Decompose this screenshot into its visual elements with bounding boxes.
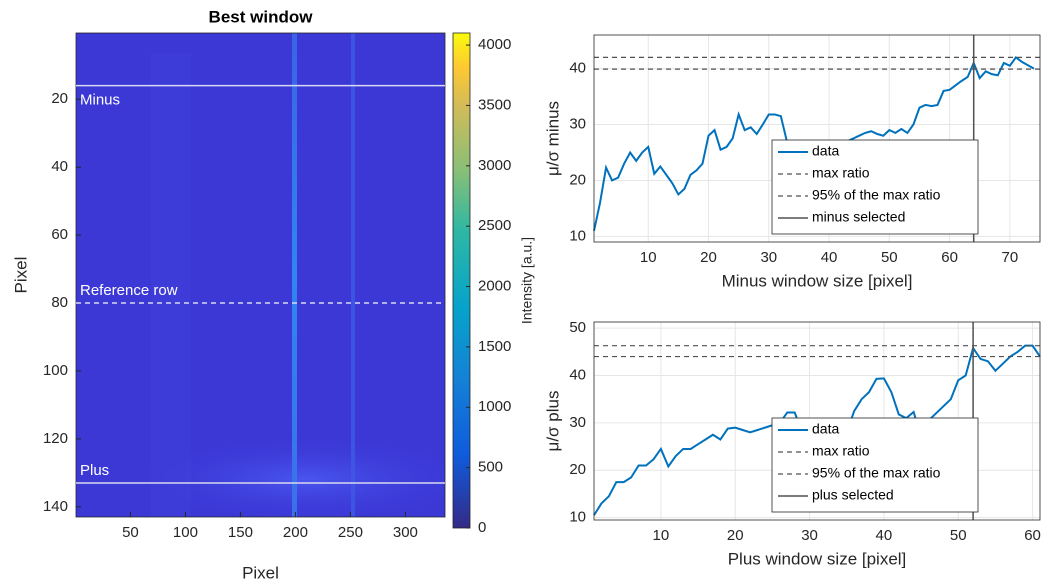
- y-axis-label: Pixel: [11, 257, 30, 294]
- x-tick-label: 200: [283, 524, 308, 541]
- x-axis-label: Plus window size [pixel]: [728, 549, 907, 568]
- colorbar-tick-label: 0: [478, 519, 486, 536]
- heatmap-streak: [351, 33, 355, 517]
- legend-label: max ratio: [812, 165, 870, 181]
- x-tick-label: 250: [338, 524, 363, 541]
- x-tick-label: 30: [760, 249, 777, 266]
- legend-label: 95% of the max ratio: [812, 465, 941, 481]
- y-tick-label: 30: [569, 414, 586, 431]
- y-tick-label: 60: [51, 226, 68, 243]
- colorbar-tick-label: 1000: [478, 398, 511, 415]
- legend-label: plus selected: [812, 487, 894, 503]
- x-tick-label: 70: [1002, 249, 1019, 266]
- y-tick-label: 40: [51, 158, 68, 175]
- legend-label: minus selected: [812, 209, 905, 225]
- x-tick-label: 10: [653, 527, 670, 544]
- y-tick-label: 20: [569, 461, 586, 478]
- colorbar-tick-label: 500: [478, 459, 503, 476]
- y-axis-label: μ/σ plus: [543, 391, 562, 452]
- x-tick-label: 50: [881, 249, 898, 266]
- legend-label: data: [812, 421, 839, 437]
- colorbar-tick-label: 1500: [478, 338, 511, 355]
- legend: data max ratio 95% of the max ratio minus s…: [772, 140, 978, 234]
- x-tick-label: 30: [801, 527, 818, 544]
- legend: data max ratio 95% of the max ratio plus se…: [772, 418, 978, 512]
- y-tick-label: 40: [569, 60, 586, 77]
- legend-label: 95% of the max ratio: [812, 187, 941, 203]
- y-tick-label: 20: [51, 90, 68, 107]
- y-tick-label: 40: [569, 366, 586, 383]
- x-tick-label: 40: [876, 527, 893, 544]
- y-tick-label: 20: [569, 171, 586, 188]
- legend-label: data: [812, 143, 839, 159]
- x-tick-label: 20: [727, 527, 744, 544]
- annotation-label: Minus: [80, 92, 120, 109]
- x-tick-label: 10: [640, 249, 657, 266]
- colorbar-label: Intensity [a.u.]: [519, 237, 535, 324]
- x-tick-label: 60: [941, 249, 958, 266]
- figure: 5010015020025030020406080100120140Best w…: [0, 0, 1050, 585]
- x-tick-label: 100: [173, 524, 198, 541]
- x-tick-label: 50: [122, 524, 139, 541]
- legend-label: max ratio: [812, 443, 870, 459]
- x-tick-label: 40: [821, 249, 838, 266]
- colorbar: [453, 33, 470, 528]
- annotation-label: Reference row: [80, 282, 178, 299]
- colorbar-tick-label: 3000: [478, 157, 511, 174]
- y-tick-label: 50: [569, 319, 586, 336]
- x-tick-label: 50: [950, 527, 967, 544]
- x-tick-label: 20: [700, 249, 717, 266]
- colorbar-tick-label: 2000: [478, 278, 511, 295]
- title: Best window: [209, 7, 314, 26]
- y-tick-label: 120: [43, 430, 68, 447]
- y-tick-label: 10: [569, 227, 586, 244]
- x-axis-label: Minus window size [pixel]: [722, 271, 913, 290]
- y-tick-label: 100: [43, 362, 68, 379]
- y-tick-label: 10: [569, 509, 586, 526]
- colorbar-tick-label: 4000: [478, 36, 511, 53]
- y-tick-label: 80: [51, 294, 68, 311]
- heatmap-streak: [292, 33, 297, 517]
- x-tick-label: 150: [228, 524, 253, 541]
- x-tick-label: 60: [1024, 527, 1041, 544]
- x-tick-label: 300: [393, 524, 418, 541]
- annotation-label: Plus: [80, 462, 109, 479]
- x-axis-label: Pixel: [242, 563, 279, 582]
- y-tick-label: 140: [43, 498, 68, 515]
- colorbar-tick-label: 2500: [478, 217, 511, 234]
- colorbar-tick-label: 3500: [478, 96, 511, 113]
- y-axis-label: μ/σ minus: [543, 101, 562, 176]
- y-tick-label: 30: [569, 115, 586, 132]
